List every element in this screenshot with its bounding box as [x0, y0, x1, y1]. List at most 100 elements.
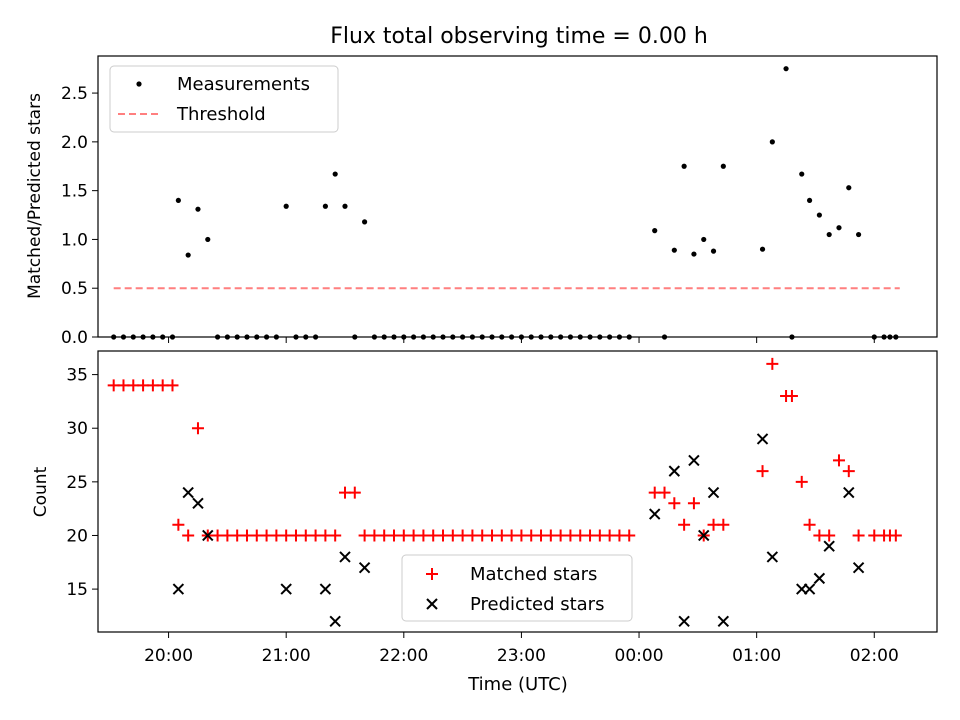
legend-marker-measurements [136, 81, 142, 87]
legend-marker-matched [426, 568, 438, 580]
matched-star-point [678, 518, 691, 531]
matched-star-point [766, 357, 779, 370]
measurement-point [816, 212, 822, 218]
measurement-point [759, 246, 766, 252]
x-tick-label: 01:00 [732, 646, 781, 666]
x-tick-label: 23:00 [497, 646, 546, 666]
y-tick-label: 2.5 [61, 84, 88, 104]
y-tick-label: 1.5 [61, 182, 88, 202]
matched-star-point [756, 465, 769, 478]
measurement-point [701, 236, 707, 243]
measurement-point [185, 252, 191, 258]
measurement-point [846, 185, 852, 191]
matched-star-point [348, 486, 361, 499]
predicted-star-point [717, 615, 730, 627]
top-axes-frame [97, 55, 938, 338]
matched-star-point [803, 518, 816, 531]
measurement-point [175, 197, 181, 204]
top-x-ticks [168, 337, 875, 343]
measurement-point [283, 203, 289, 209]
predicted-star-point [823, 540, 835, 552]
bottom-y-axis-label: Count [31, 466, 51, 517]
matched-star-point [329, 529, 342, 542]
predicted-star-point [202, 529, 214, 542]
legend-label-threshold: Threshold [176, 104, 266, 125]
measurement-point [681, 163, 687, 169]
measurement-point [799, 171, 805, 177]
predicted-star-point [280, 583, 292, 595]
predicted-star-point [698, 529, 710, 542]
matched-star-point [182, 529, 195, 542]
predicted-star-point [668, 465, 681, 477]
bottom-x-ticks: 20:00 21:00 22:00 23:00 00:00 01:00 02:00 [144, 632, 899, 666]
measurement-point [710, 248, 717, 254]
matched-star-point [191, 422, 204, 435]
measurement-point [671, 247, 677, 253]
bottom-axes-frame [97, 350, 938, 633]
top-y-ticks: 0.0 0.5 1.0 1.5 2.0 2.5 [61, 84, 98, 348]
bottom-legend: Matched stars Predicted stars [401, 554, 633, 622]
predicted-star-point [192, 497, 204, 510]
y-tick-label: 25 [66, 473, 88, 493]
predicted-star-point [707, 486, 720, 499]
measurement-point [342, 203, 348, 209]
legend-label-matched: Matched stars [470, 564, 597, 585]
matched-star-point [889, 529, 902, 542]
matched-star-point [795, 475, 808, 488]
matched-star-point [842, 465, 855, 478]
legend-marker-predicted [426, 598, 438, 610]
matched-star-point [166, 379, 179, 392]
bottom-y-ticks: 15 20 25 30 35 [66, 366, 98, 600]
predicted-star-point [813, 572, 826, 585]
matched-star-point [832, 454, 845, 467]
measurement-point [826, 231, 832, 238]
y-tick-label: 0.5 [61, 279, 88, 299]
x-tick-label: 02:00 [850, 646, 899, 666]
measurement-point [836, 225, 842, 231]
measurement-point [691, 251, 697, 257]
predicted-star-point [339, 551, 351, 563]
x-tick-label: 00:00 [615, 646, 664, 666]
predicted-star-point [329, 615, 341, 627]
measurement-point [783, 66, 789, 72]
matched-star-point [852, 529, 865, 542]
predicted-star-point [358, 561, 371, 574]
top-plot-area [111, 66, 900, 340]
predicted-star-point [319, 583, 332, 595]
legend-label-measurements: Measurements [177, 74, 310, 95]
predicted-star-point [678, 615, 690, 627]
measurement-point [361, 219, 368, 225]
chart-title: Flux total observing time = 0.00 h [330, 24, 708, 49]
bottom-legend-box [401, 554, 633, 622]
y-tick-label: 0.0 [61, 328, 88, 348]
top-y-axis-label: Matched/Predicted stars [25, 93, 45, 299]
top-axes: 0.0 0.5 1.0 1.5 2.0 2.5 Matched/Predicted sta… [25, 55, 938, 348]
measurement-point [332, 171, 338, 177]
measurement-point [855, 231, 862, 238]
measurement-point [652, 228, 658, 234]
predicted-star-point [756, 433, 769, 445]
legend-label-predicted: Predicted stars [470, 594, 604, 615]
y-tick-label: 2.0 [61, 133, 88, 153]
matched-star-point [823, 529, 836, 542]
matched-star-point [623, 529, 636, 542]
measurement-point [720, 163, 726, 169]
predicted-star-point [688, 454, 700, 467]
y-tick-label: 35 [66, 366, 88, 386]
measurement-point [322, 203, 328, 209]
matched-star-point [658, 486, 671, 499]
measurement-point [769, 139, 775, 145]
matched-star-point [172, 518, 185, 531]
measurement-point [806, 197, 813, 204]
predicted-star-point [182, 486, 194, 499]
matched-star-point [785, 390, 798, 403]
predicted-star-point [766, 551, 779, 563]
matched-star-point [687, 497, 700, 510]
y-tick-label: 15 [66, 580, 88, 600]
top-legend-box [109, 65, 339, 133]
measurement-point [195, 206, 201, 212]
y-tick-label: 20 [66, 526, 88, 546]
y-tick-label: 1.0 [61, 230, 88, 250]
predicted-star-point [649, 508, 661, 520]
x-tick-label: 22:00 [379, 646, 428, 666]
